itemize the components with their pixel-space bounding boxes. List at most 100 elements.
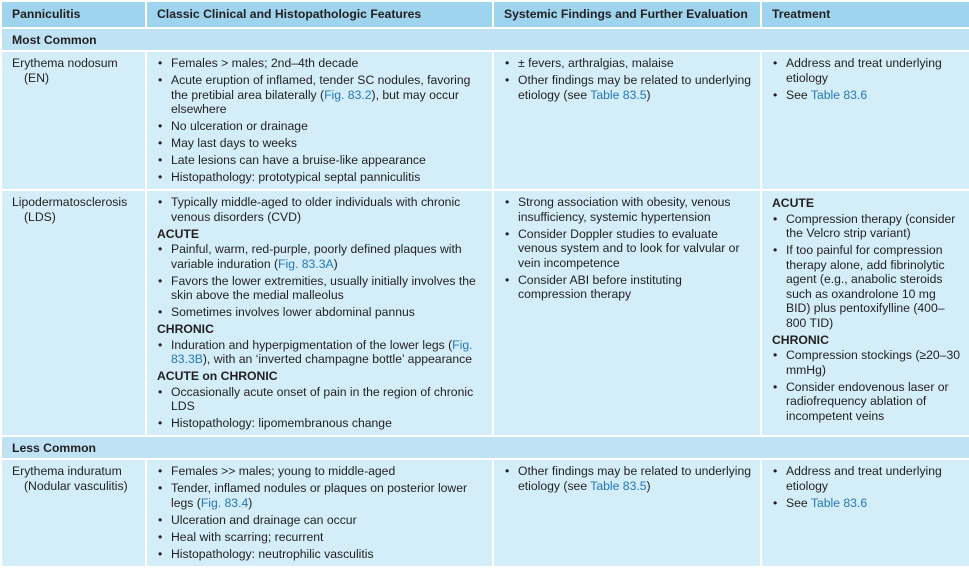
panniculitis-name: Erythema induratum (Nodular vasculitis) <box>0 458 147 568</box>
cell-systemic: Strong association with obesity, venous … <box>492 189 762 437</box>
cell-features: Typically middle-aged to older individua… <box>145 189 494 437</box>
bullet-list: Compression therapy (consider the Velcro… <box>772 212 961 331</box>
reference-link[interactable]: Table 83.5 <box>590 478 647 493</box>
list-item: No ulceration or drainage <box>157 119 484 134</box>
list-item: Histopathology: neutrophilic vasculitis <box>157 547 484 562</box>
list-item: Histopathology: prototypical septal pann… <box>157 170 484 185</box>
table-row: Erythema nodosum (EN) Females > males; 2n… <box>0 50 969 191</box>
item-text: Other findings may be related to underly… <box>518 464 752 493</box>
cell-systemic: ± fevers, arthralgias, malaise Other find… <box>492 50 762 191</box>
list-item: Occasionally acute onset of pain in the … <box>157 385 484 414</box>
list-item: See Table 83.6 <box>772 88 961 103</box>
item-text: May last days to weeks <box>171 136 297 150</box>
list-item: Ulceration and drainage can occur <box>157 513 484 528</box>
list-item: Other findings may be related to underly… <box>504 73 752 102</box>
bullet-list: Compression stockings (≥20–30 mmHg) Consi… <box>772 348 961 423</box>
item-text: Induration and hyperpigmentation of the … <box>171 337 453 352</box>
subheading: CHRONIC <box>157 322 214 336</box>
item-text: Ulceration and drainage can occur <box>171 512 357 527</box>
cell-features: Females >> males; young to middle-aged Te… <box>145 458 494 568</box>
list-item: Females >> males; young to middle-aged <box>157 464 484 479</box>
item-text: Compression stockings (≥20–30 mmHg) <box>786 348 961 377</box>
item-text: Consider Doppler studies to evaluate ven… <box>518 226 740 270</box>
item-text: Favors the lower extremities, usually in… <box>171 273 476 303</box>
item-text: Histopathology: prototypical septal pann… <box>171 170 421 184</box>
bullet-list: Occasionally acute onset of pain in the … <box>157 385 484 431</box>
reference-link[interactable]: Fig. 83.3B <box>171 337 473 367</box>
bullet-list: Typically middle-aged to older individua… <box>157 195 484 224</box>
item-text: Typically middle-aged to older individua… <box>171 195 461 224</box>
header-cell: Systemic Findings and Further Evaluation <box>492 0 762 29</box>
item-text: Consider ABI before instituting compress… <box>518 272 682 302</box>
item-text: Females > males; 2nd–4th decade <box>171 56 359 70</box>
reference-link[interactable]: Table 83.6 <box>810 87 868 102</box>
reference-link[interactable]: Fig. 83.2 <box>324 87 372 102</box>
item-text: No ulceration or drainage <box>171 119 308 133</box>
item-text: ) <box>248 495 253 510</box>
list-item: Sometimes involves lower abdominal pannu… <box>157 305 484 320</box>
list-item: Typically middle-aged to older individua… <box>157 195 484 224</box>
panniculitis-name-text: Erythema nodosum (EN) <box>12 56 118 85</box>
list-item: Induration and hyperpigmentation of the … <box>157 338 484 367</box>
reference-link[interactable]: Fig. 83.3A <box>278 256 334 271</box>
item-text: Address and treat underlying etiology <box>786 56 942 85</box>
item-text: See <box>786 495 811 510</box>
list-item: If too painful for compression therapy a… <box>772 243 961 330</box>
list-item: Late lesions can have a bruise-like appe… <box>157 153 484 168</box>
list-item: Address and treat underlying etiology <box>772 464 961 493</box>
bullet-list: Strong association with obesity, venous … <box>504 195 752 302</box>
panniculitis-name: Lipodermatosclerosis (LDS) <box>0 189 147 437</box>
reference-link[interactable]: Table 83.5 <box>590 87 647 102</box>
list-item: Other findings may be related to underly… <box>504 464 752 493</box>
item-text: Late lesions can have a bruise-like appe… <box>171 153 426 167</box>
table-row: Lipodermatosclerosis (LDS) Typically midd… <box>0 189 969 437</box>
panniculitis-name-text: Lipodermatosclerosis (LDS) <box>12 195 128 224</box>
list-item: Favors the lower extremities, usually in… <box>157 274 484 303</box>
list-item: Compression therapy (consider the Velcro… <box>772 212 961 241</box>
list-item: Heal with scarring; recurrent <box>157 530 484 545</box>
header-cell: Panniculitis <box>0 0 147 29</box>
item-text: ) <box>646 478 651 493</box>
section-row: Most Common <box>0 27 969 52</box>
cell-treatment: Address and treat underlying etiology See… <box>760 50 969 191</box>
cell-features: Females > males; 2nd–4th decade Acute eru… <box>145 50 494 191</box>
item-text: Females >> males; young to middle-aged <box>171 464 396 478</box>
item-text: Histopathology: lipomembranous change <box>171 416 392 430</box>
list-item: Consider endovenous laser or radiofreque… <box>772 380 961 424</box>
bullet-list: Address and treat underlying etiology See… <box>772 56 961 102</box>
bullet-list: Other findings may be related to underly… <box>504 464 752 493</box>
cell-treatment: ACUTE Compression therapy (consider the V… <box>760 189 969 437</box>
list-item: Histopathology: lipomembranous change <box>157 416 484 431</box>
list-item: ± fevers, arthralgias, malaise <box>504 56 752 71</box>
item-text: ), but may occur elsewhere <box>171 87 459 117</box>
item-text: ), with an ‘inverted champagne bottle’ a… <box>202 352 473 366</box>
item-text: Sometimes involves lower abdominal pannu… <box>171 305 415 319</box>
subheading: ACUTE <box>772 196 814 210</box>
item-text: See <box>786 87 811 102</box>
item-text: Histopathology: neutrophilic vasculitis <box>171 546 374 561</box>
item-text: ) <box>646 87 651 102</box>
item-text: Address and treat underlying etiology <box>786 464 942 493</box>
section-label: Most Common <box>0 27 969 52</box>
reference-link[interactable]: Table 83.6 <box>810 495 868 510</box>
item-text: Heal with scarring; recurrent <box>171 529 324 544</box>
reference-link[interactable]: Fig. 83.4 <box>200 495 249 510</box>
list-item: Compression stockings (≥20–30 mmHg) <box>772 348 961 377</box>
list-item: Strong association with obesity, venous … <box>504 195 752 224</box>
cell-treatment: Address and treat underlying etiology See… <box>760 458 969 568</box>
header-cell: Classic Clinical and Histopathologic Fea… <box>145 0 494 29</box>
bullet-list: ± fevers, arthralgias, malaise Other find… <box>504 56 752 102</box>
list-item: Address and treat underlying etiology <box>772 56 961 85</box>
header-row: Panniculitis Classic Clinical and Histop… <box>0 0 969 29</box>
panniculitis-name-text: Erythema induratum (Nodular vasculitis) <box>12 464 128 493</box>
list-item: Consider ABI before instituting compress… <box>504 273 752 302</box>
item-text: If too painful for compression therapy a… <box>786 243 945 330</box>
list-item: See Table 83.6 <box>772 496 961 511</box>
cell-systemic: Other findings may be related to underly… <box>492 458 762 568</box>
item-text: Tender, inflamed nodules or plaques on p… <box>171 481 468 510</box>
item-text: Other findings may be related to underly… <box>518 73 752 102</box>
item-text: Strong association with obesity, venous … <box>518 195 731 224</box>
item-text: ) <box>333 256 338 271</box>
list-item: May last days to weeks <box>157 136 484 151</box>
